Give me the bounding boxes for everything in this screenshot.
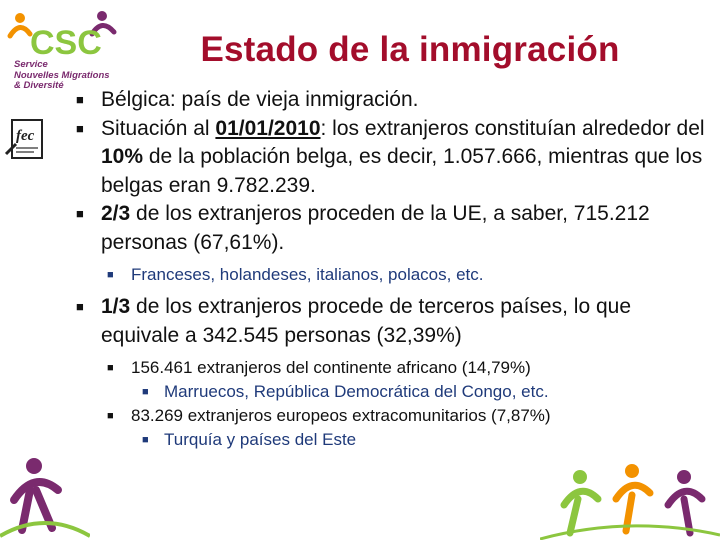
bullet-marker-icon: ■ xyxy=(76,120,84,136)
bullet-1: ■ Bélgica: país de vieja inmigración. xyxy=(76,86,706,115)
bullet-4-sub-1-text: 156.461 extranjeros del continente afric… xyxy=(131,358,531,377)
bullet-4-text: de los extranjeros procede de terceros p… xyxy=(101,295,631,347)
svg-text:CSC: CSC xyxy=(30,24,102,62)
slide-content: ■ Bélgica: país de vieja inmigración. ■ … xyxy=(76,86,706,452)
logo-line-3: & Diversité xyxy=(14,80,64,91)
bullet-3: ■ 2/3 de los extranjeros proceden de la … xyxy=(76,200,706,257)
bullet-4-sub-1: ■ 156.461 extranjeros del continente afr… xyxy=(107,356,706,380)
slide-title: Estado de la inmigración xyxy=(200,30,620,69)
people-figures-icon xyxy=(0,458,90,538)
people-group-icon xyxy=(540,464,720,540)
fec-logo-icon: fec xyxy=(4,119,43,159)
bullet-2-date: 01/01/2010 xyxy=(215,116,321,140)
bullet-2-post: de la población belga, es decir, 1.057.6… xyxy=(101,145,703,197)
bullet-4-sub-2: ■ 83.269 extranjeros europeos extracomun… xyxy=(107,404,706,428)
bullet-1-text: Bélgica: país de vieja inmigración. xyxy=(101,88,419,111)
logo-caption: Service Nouvelles Migrations & Diversité xyxy=(14,59,110,92)
bullet-2-pre: Situación al xyxy=(101,116,216,140)
sub-sub-bullet-marker-icon: ■ xyxy=(142,386,149,398)
bullet-2: ■ Situación al 01/01/2010: los extranjer… xyxy=(76,115,706,201)
bullet-3-fraction: 2/3 xyxy=(101,202,131,225)
bullet-4-sub-2-text: 83.269 extranjeros europeos extracomunit… xyxy=(131,406,551,425)
bullet-4-sub-1-sub-text: Marruecos, República Democrática del Con… xyxy=(164,382,549,401)
bullet-2-mid: : los extranjeros constituían alrededor … xyxy=(320,116,705,140)
bullet-4-sub-2-sub-text: Turquía y países del Este xyxy=(164,430,357,449)
bullet-2-pct: 10% xyxy=(101,145,144,168)
sub-bullet-marker-icon: ■ xyxy=(107,269,114,281)
csc-logo: CSC Service Nouvelles Migrations & Diver… xyxy=(6,6,126,96)
sub-sub-bullet-marker-icon: ■ xyxy=(142,434,149,446)
sub-bullet-marker-icon: ■ xyxy=(107,410,114,422)
bullet-marker-icon: ■ xyxy=(76,92,84,107)
svg-text:fec: fec xyxy=(16,128,35,144)
bullet-4-fraction: 1/3 xyxy=(101,295,131,318)
bullet-4: ■ 1/3 de los extranjeros procede de terc… xyxy=(76,293,706,350)
bullet-marker-icon: ■ xyxy=(76,299,84,314)
csc-logo-graphic: CSC xyxy=(7,11,117,62)
bullet-3-sub-text: Franceses, holandeses, italianos, polaco… xyxy=(131,265,484,284)
logo-line-1: Service xyxy=(14,59,48,70)
bullet-3-sub: ■ Franceses, holandeses, italianos, pola… xyxy=(107,263,706,287)
bullet-4-sub-1-sub: ■ Marruecos, República Democrática del C… xyxy=(142,380,706,404)
bullet-3-text: de los extranjeros proceden de la UE, a … xyxy=(101,202,650,254)
logo-line-2: Nouvelles Migrations xyxy=(14,69,110,81)
sub-bullet-marker-icon: ■ xyxy=(107,362,114,374)
bullet-marker-icon: ■ xyxy=(76,206,84,221)
bullet-4-sub-2-sub: ■ Turquía y países del Este xyxy=(142,428,706,452)
